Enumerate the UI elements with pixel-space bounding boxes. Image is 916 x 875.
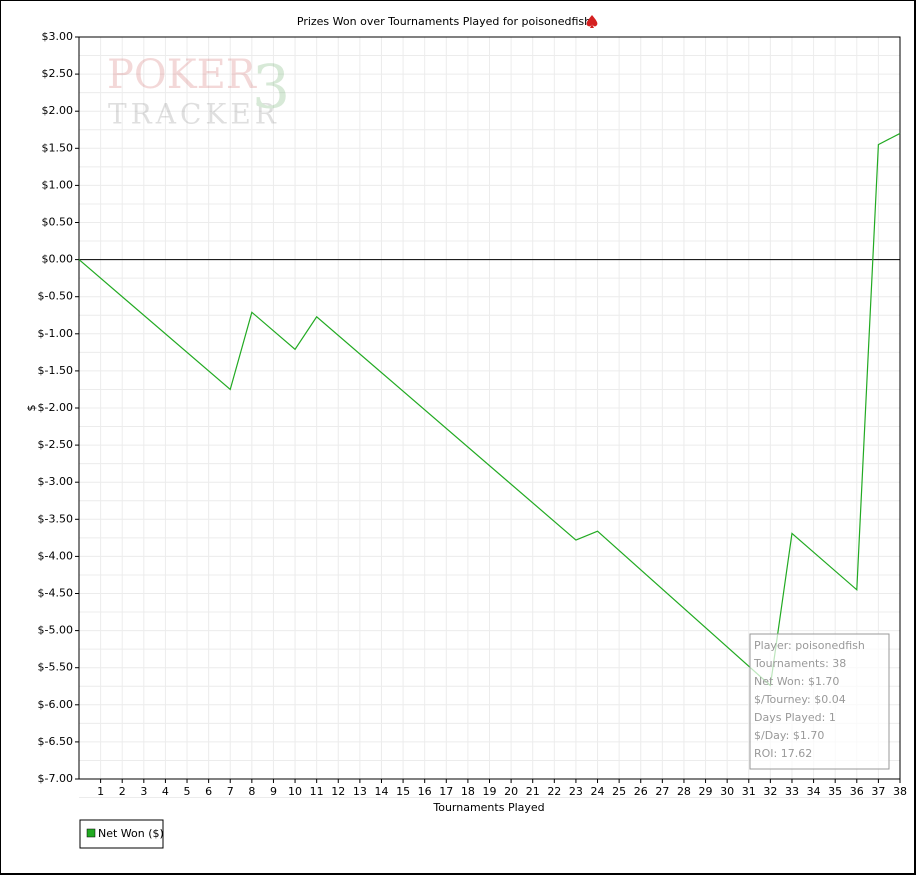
plot-border (78, 36, 901, 780)
watermark-text: 3 (252, 53, 290, 123)
x-tick-label: 10 (288, 785, 302, 798)
info-text: Days Played: 1 (754, 711, 836, 724)
y-tick-label: $-5.00 (38, 624, 73, 637)
y-tick-label: $0.50 (42, 216, 74, 229)
x-tick-label: 32 (763, 785, 777, 798)
x-tick-label: 17 (439, 785, 453, 798)
x-tick-label: 25 (612, 785, 626, 798)
x-tick-label: 30 (720, 785, 734, 798)
info-text: Tournaments: 38 (753, 657, 846, 670)
y-tick-label: $-5.50 (38, 661, 73, 674)
x-tick-label: 19 (483, 785, 497, 798)
y-tick-label: $-4.00 (38, 549, 73, 562)
x-tick-label: 38 (893, 785, 907, 798)
x-tick-label: 35 (828, 785, 842, 798)
x-tick-label: 20 (504, 785, 518, 798)
info-text: $/Tourney: $0.04 (754, 693, 846, 706)
x-tick-label: 4 (162, 785, 169, 798)
legend-swatch (86, 828, 96, 838)
info-text: Player: poisonedfish (754, 639, 865, 652)
x-tick-label: 16 (418, 785, 432, 798)
y-tick-label: $2.50 (42, 67, 74, 80)
line-series (78, 132, 901, 687)
x-tick-label: 27 (655, 785, 669, 798)
x-tick-label: 5 (184, 785, 191, 798)
x-tick-label: 12 (331, 785, 345, 798)
x-tick-label: 18 (461, 785, 475, 798)
y-tick-label: $-2.50 (38, 438, 73, 451)
x-tick-label: 26 (634, 785, 648, 798)
x-tick-label: 21 (526, 785, 540, 798)
x-tick-label: 2 (119, 785, 126, 798)
y-tick-label: $-2.00 (38, 401, 73, 414)
info-box (749, 633, 890, 770)
watermark: POKER TRACKER 3 (107, 52, 290, 131)
x-tick-label: 29 (699, 785, 713, 798)
y-tick-label: $-7.00 (38, 772, 73, 785)
x-tick-label: 37 (871, 785, 885, 798)
y-tick-label: $1.00 (42, 178, 74, 191)
spade-icon (586, 15, 598, 28)
info-text: Net Won: $1.70 (754, 675, 839, 688)
x-axis-label: Tournaments Played (432, 801, 544, 814)
x-tick-label: 14 (374, 785, 388, 798)
x-tick-label: 8 (248, 785, 255, 798)
x-tick-label: 15 (396, 785, 410, 798)
x-tick-label: 28 (677, 785, 691, 798)
x-tick-label: 24 (591, 785, 605, 798)
y-tick-label: $-0.50 (38, 290, 73, 303)
y-tick-label: $-1.50 (38, 364, 73, 377)
x-tick-label: 6 (205, 785, 212, 798)
x-tick-label: 3 (140, 785, 147, 798)
x-tick-label: 1 (97, 785, 104, 798)
y-tick-label: $1.50 (42, 141, 74, 154)
y-tick-label: $-3.50 (38, 512, 73, 525)
x-tick-label: 13 (353, 785, 367, 798)
x-tick-label: 11 (310, 785, 324, 798)
x-tick-label: 7 (227, 785, 234, 798)
x-tick-label: 33 (785, 785, 799, 798)
y-tick-label: $0.00 (42, 253, 74, 266)
x-tick-label: 9 (270, 785, 277, 798)
y-tick-label: $2.00 (42, 104, 74, 117)
y-tick-label: $-1.00 (38, 327, 73, 340)
y-tick-label: $-4.50 (38, 587, 73, 600)
y-tick-label: $3.00 (42, 30, 74, 43)
y-axis-label: $ (25, 405, 38, 412)
x-tick-label: 34 (807, 785, 821, 798)
info-text: ROI: 17.62 (754, 747, 812, 760)
y-tick-label: $-3.00 (38, 475, 73, 488)
y-tick-label: $-6.50 (38, 735, 73, 748)
y-tick-label: $-6.00 (38, 698, 73, 711)
x-tick-label: 22 (547, 785, 561, 798)
chart-title: Prizes Won over Tournaments Played for p… (297, 15, 591, 28)
info-text: $/Day: $1.70 (754, 729, 824, 742)
watermark-text: POKER (107, 52, 258, 98)
x-tick-label: 23 (569, 785, 583, 798)
legend-label: Net Won ($) (98, 827, 164, 840)
x-tick-label: 36 (850, 785, 864, 798)
watermark-text: TRACKER (108, 98, 280, 131)
x-tick-label: 31 (742, 785, 756, 798)
